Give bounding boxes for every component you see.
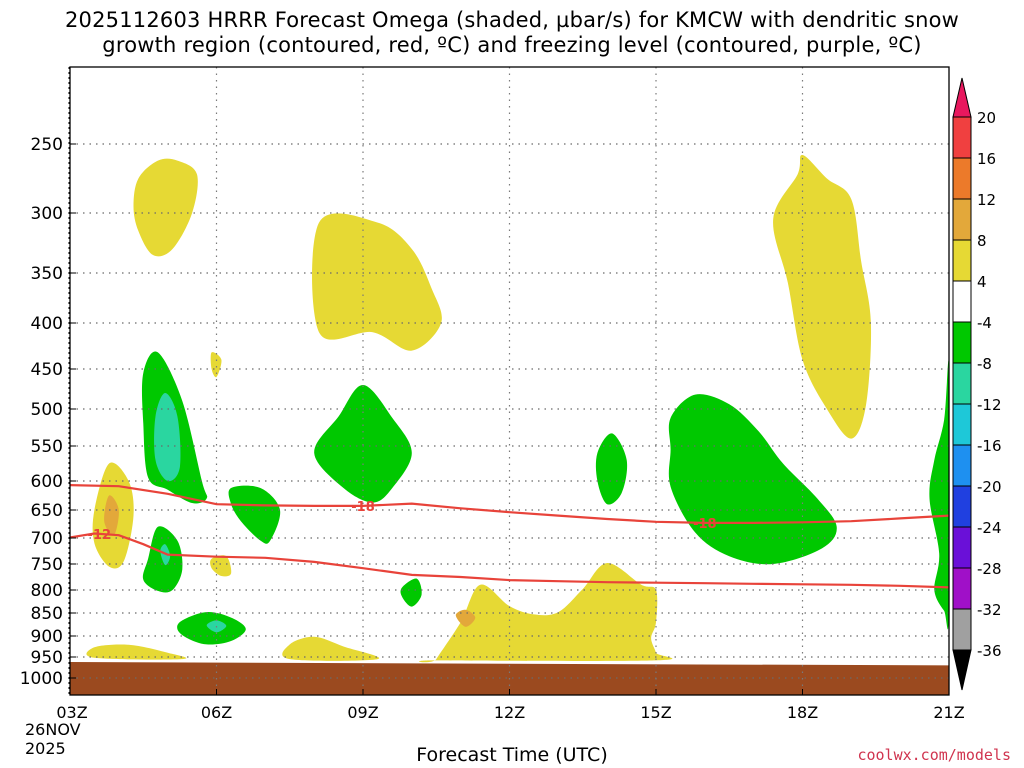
ytick-label-400: 400 <box>31 314 63 334</box>
omega-region-10 <box>104 495 119 536</box>
date-label-year: 2025 <box>25 739 66 758</box>
axes: 250 300 350 400 450 500 550 600 650 700 750 800 850 9… <box>20 66 965 722</box>
colorbar-label-9: -16 <box>977 437 1002 455</box>
colorbar-label-1: 20 <box>977 109 996 127</box>
colorbar-box-3 <box>952 198 972 241</box>
omega-region-18 <box>595 433 628 505</box>
omega-region-6 <box>210 555 232 577</box>
omega-region-8 <box>282 636 380 661</box>
ytick-label-850: 850 <box>31 604 63 624</box>
ytick-label-600: 600 <box>31 472 63 492</box>
colorbar-label-13: -32 <box>977 601 1002 619</box>
xtick-label-06Z: 06Z <box>201 703 232 722</box>
xtick-label-15Z: 15Z <box>640 703 671 722</box>
ytick-label-1000: 1000 <box>20 669 63 689</box>
colorbar-box-7 <box>952 362 972 405</box>
xtick-label-21Z: 21Z <box>933 703 964 722</box>
colorbar-box-6 <box>952 321 972 364</box>
colorbar-box-11 <box>952 526 972 569</box>
omega-region-3 <box>312 213 442 351</box>
colorbar-label-7: -8 <box>977 355 992 373</box>
omega-region-5 <box>210 352 222 378</box>
ytick-label-350: 350 <box>31 264 63 284</box>
ytick-label-500: 500 <box>31 400 63 420</box>
colorbar-label-6: -4 <box>977 314 992 332</box>
colorbar-box-8 <box>952 403 972 446</box>
colorbar-label-5: 4 <box>977 273 987 291</box>
contour-label-2-2: -18 <box>693 517 717 532</box>
contour-label-2-1: -18 <box>351 500 375 515</box>
omega-region-1 <box>133 158 198 257</box>
omega-region-16 <box>400 578 422 607</box>
isotherm-contours: -12 -18 -18 <box>69 484 950 589</box>
ytick-label-250: 250 <box>31 135 63 155</box>
contour-line-2 <box>69 484 950 524</box>
colorbar-box-4 <box>952 239 972 282</box>
chart-title-line-1: 2025112603 HRRR Forecast Omega (shaded, … <box>64 8 960 32</box>
xtick-label-03Z: 03Z <box>56 703 87 722</box>
colorbar-label-10: -20 <box>977 478 1002 496</box>
ytick-label-750: 750 <box>31 555 63 575</box>
omega-region-15 <box>314 384 412 503</box>
colorbar-box-9 <box>952 444 972 487</box>
colorbar-label-8: -12 <box>977 396 1002 414</box>
ytick-label-700: 700 <box>31 529 63 549</box>
ytick-label-650: 650 <box>31 501 63 521</box>
colorbar: 20 16 12 8 4 -4 -8 -12 -16 -20 -24 -28 -32 -36 <box>952 77 1002 691</box>
colorbar-label-14: -36 <box>977 642 1002 660</box>
ytick-label-900: 900 <box>31 627 63 647</box>
colorbar-box-12 <box>952 567 972 610</box>
omega-region-21 <box>154 393 181 482</box>
chart-title-line-2: growth region (contoured, red, ºC) and f… <box>102 33 922 57</box>
omega-region-20 <box>929 360 950 630</box>
x-axis-label: Forecast Time (UTC) <box>416 744 608 766</box>
date-label-day: 26NOV <box>25 720 81 739</box>
xtick-label-18Z: 18Z <box>787 703 818 722</box>
omega-region-14 <box>228 485 281 544</box>
omega-region-9 <box>419 562 673 663</box>
contour-line-1 <box>69 532 950 589</box>
colorbar-box-1 <box>952 116 972 159</box>
contour-label-1-1: -12 <box>88 528 112 543</box>
colorbar-box-13 <box>952 608 972 651</box>
xtick-label-12Z: 12Z <box>494 703 525 722</box>
ytick-label-950: 950 <box>31 648 63 668</box>
ytick-label-800: 800 <box>31 581 63 601</box>
colorbar-top-arrow <box>952 77 972 118</box>
ytick-label-450: 450 <box>31 360 63 380</box>
xtick-label-09Z: 09Z <box>347 703 378 722</box>
omega-region-11 <box>455 609 476 627</box>
colorbar-label-2: 16 <box>977 150 996 168</box>
colorbar-bottom-arrow <box>952 649 972 691</box>
colorbar-box-2 <box>952 157 972 200</box>
ytick-label-550: 550 <box>31 437 63 457</box>
colorbar-box-5 <box>952 280 972 323</box>
omega-region-4 <box>773 154 872 439</box>
omega-region-19 <box>668 394 837 565</box>
grid-lines <box>70 67 949 695</box>
colorbar-label-3: 12 <box>977 191 996 209</box>
credit-link[interactable]: coolwx.com/models <box>857 746 1011 764</box>
omega-region-7 <box>86 644 187 660</box>
ytick-label-300: 300 <box>31 204 63 224</box>
colorbar-label-11: -24 <box>977 519 1002 537</box>
colorbar-box-10 <box>952 485 972 528</box>
omega-shading <box>86 154 950 663</box>
colorbar-label-4: 8 <box>977 232 987 250</box>
colorbar-label-12: -28 <box>977 560 1002 578</box>
